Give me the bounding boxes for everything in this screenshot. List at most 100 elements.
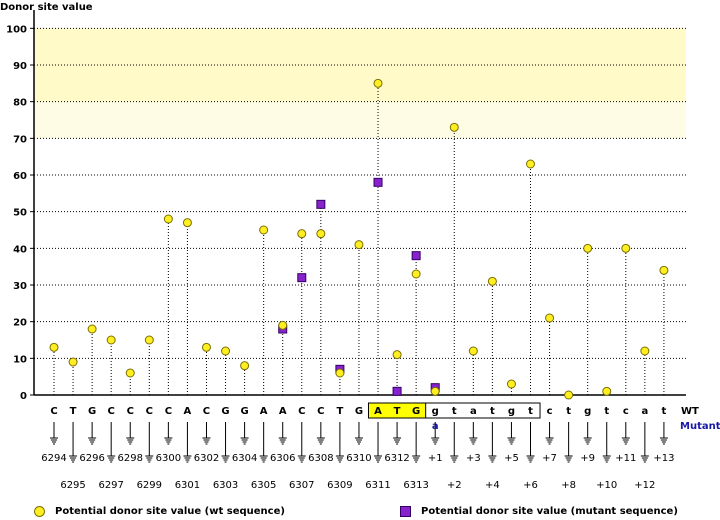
sequence-base: C	[146, 406, 153, 417]
wt-value-marker	[392, 350, 402, 360]
mutant-value-marker	[411, 251, 421, 261]
position-label: +9	[580, 453, 595, 464]
wt-value-marker	[335, 368, 345, 378]
sequence-base: G	[88, 406, 96, 417]
wt-value-marker	[621, 243, 631, 253]
y-tick-label: 40	[13, 244, 27, 255]
wt-value-marker	[354, 240, 364, 250]
sequence-base: T	[70, 406, 77, 417]
position-label: +7	[542, 453, 557, 464]
sequence-base: t	[662, 406, 667, 417]
wt-value-marker	[240, 361, 250, 371]
position-label: 6311	[365, 480, 390, 491]
wt-value-marker	[87, 324, 97, 334]
y-tick-label: 10	[13, 354, 27, 365]
wt-value-marker	[49, 342, 59, 352]
sequence-base: A	[279, 406, 287, 417]
y-tick-label: 30	[13, 281, 27, 292]
mutant-value-marker	[316, 199, 326, 209]
highlight-band	[34, 28, 686, 102]
sequence-base: C	[127, 406, 134, 417]
position-label: +6	[523, 480, 538, 491]
position-label: 6301	[175, 480, 200, 491]
legend-wt-label: Potential donor site value (wt sequence)	[55, 506, 285, 517]
wt-value-marker	[201, 342, 211, 352]
wt-value-marker	[106, 335, 116, 345]
position-label: 6302	[194, 453, 219, 464]
y-tick-label: 60	[13, 171, 27, 182]
sequence-base: G	[355, 406, 363, 417]
legend-mutant: Potential donor site value (mutant seque…	[400, 506, 678, 517]
position-label: 6305	[251, 480, 276, 491]
wt-value-marker	[640, 346, 650, 356]
sequence-base: a	[641, 406, 648, 417]
wt-value-marker	[316, 229, 326, 239]
wt-value-marker	[221, 346, 231, 356]
position-label: 6296	[79, 453, 104, 464]
sequence-base: C	[50, 406, 57, 417]
position-label: 6300	[156, 453, 181, 464]
sequence-base: A	[260, 406, 268, 417]
wt-value-marker	[526, 159, 535, 169]
position-label: 6309	[327, 480, 352, 491]
mutant-value-marker	[373, 177, 383, 187]
position-label: +1	[428, 453, 443, 464]
position-label: 6306	[270, 453, 295, 464]
square-marker-icon	[400, 506, 411, 517]
sequence-base: t	[490, 406, 495, 417]
position-label: 6308	[308, 453, 333, 464]
wt-row-label: WT	[681, 406, 699, 417]
position-label: +11	[615, 453, 636, 464]
sequence-base: T	[336, 406, 343, 417]
sequence-base: C	[298, 406, 305, 417]
position-label: 6298	[118, 453, 143, 464]
sequence-base: A	[184, 406, 192, 417]
position-label: 6313	[403, 480, 428, 491]
position-label: 6297	[98, 480, 123, 491]
sequence-base: g	[432, 406, 439, 417]
y-tick-label: 20	[13, 318, 27, 329]
sequence-base: A	[374, 406, 382, 417]
sequence-base: g	[584, 406, 591, 417]
sequence-base: t	[528, 406, 533, 417]
wt-value-marker	[259, 225, 269, 235]
wt-value-marker	[430, 386, 440, 396]
wt-value-marker	[506, 379, 516, 389]
wt-value-marker	[68, 357, 78, 367]
position-label: +3	[466, 453, 481, 464]
position-label: +2	[447, 480, 462, 491]
wt-value-marker	[545, 313, 555, 323]
wt-value-marker	[182, 218, 192, 228]
mutant-row-label: Mutant	[680, 421, 720, 432]
sequence-base: C	[317, 406, 324, 417]
sequence-base: T	[394, 406, 401, 417]
mutant-value-marker	[297, 273, 307, 283]
sequence-base: c	[623, 406, 629, 417]
y-tick-label: 0	[20, 391, 27, 402]
wt-value-marker	[163, 214, 173, 224]
sequence-base: c	[547, 406, 553, 417]
wt-value-marker	[468, 346, 478, 356]
position-label: +8	[561, 480, 576, 491]
sequence-base: t	[566, 406, 571, 417]
wt-value-marker	[487, 276, 497, 286]
wt-value-marker	[125, 368, 135, 378]
position-label: +4	[485, 480, 500, 491]
wt-value-marker	[659, 265, 669, 275]
mutant-value-marker	[392, 386, 402, 396]
position-label: +13	[653, 453, 674, 464]
wt-value-marker	[297, 229, 307, 239]
position-label: 6303	[213, 480, 238, 491]
circle-marker-icon	[34, 506, 45, 517]
y-tick-label: 50	[13, 208, 27, 219]
position-label: +10	[596, 480, 617, 491]
y-tick-label: 80	[13, 98, 27, 109]
sequence-base: t	[604, 406, 609, 417]
exon-highlight	[367, 402, 427, 419]
position-label: 6310	[346, 453, 371, 464]
donor-site-chart: Donor site value 0 10 20 30 40 50 60 70 80 90 100 C 6…	[0, 2, 720, 491]
wt-value-marker	[144, 335, 154, 345]
legend-wt: Potential donor site value (wt sequence)	[34, 506, 285, 517]
wt-value-marker	[564, 390, 574, 400]
wt-value-marker	[373, 78, 383, 88]
